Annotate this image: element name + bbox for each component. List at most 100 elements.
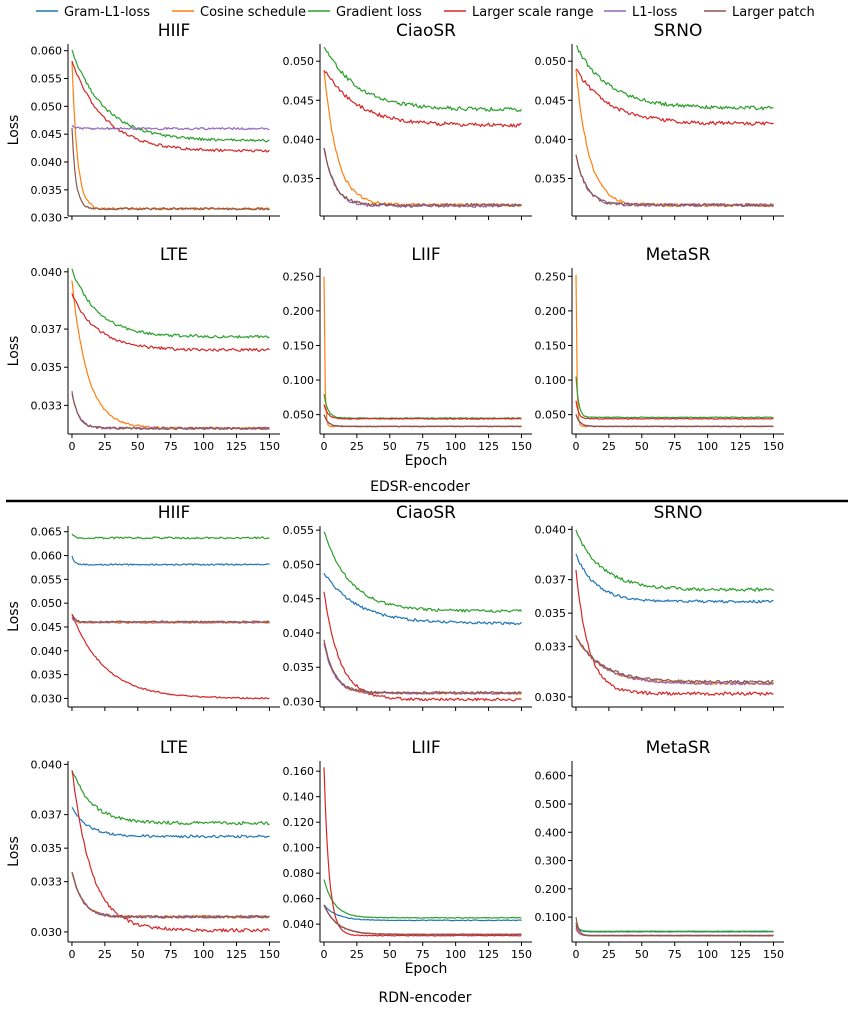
x-tick-label: 150 xyxy=(259,948,280,961)
series-line-larger-patch xyxy=(71,127,270,211)
series-line-cosine-schedule xyxy=(323,643,522,695)
x-tick-label: 25 xyxy=(602,440,616,453)
x-tick-label: 0 xyxy=(320,948,327,961)
series-line-gradient-loss xyxy=(71,533,270,540)
series-line-larger-patch xyxy=(323,639,522,695)
y-tick-label: 0.035 xyxy=(283,661,315,674)
series-line-cosine-schedule xyxy=(575,635,774,686)
panel-title: MetaSR xyxy=(646,738,711,758)
panel-rdn-metasr: MetaSR 0.100 0.200 0.300 0.400 0.500 0.600 0 25 5… xyxy=(535,738,784,961)
group-title-edsr: EDSR-encoder xyxy=(370,479,470,495)
panel-title: LTE xyxy=(160,738,188,758)
y-tick-label: 0.035 xyxy=(31,361,63,374)
panel-title: HIIF xyxy=(158,21,191,41)
panel-rdn-ciaosr: CiaoSR 0.030 0.035 0.040 0.045 0.050 0.055 xyxy=(283,503,532,711)
x-axis-label: Epoch xyxy=(405,961,448,977)
y-tick-label: 0.300 xyxy=(535,855,567,868)
y-tick-label: 0.033 xyxy=(535,641,567,654)
series-line-gradient-loss xyxy=(575,922,774,933)
series-line-l1-loss xyxy=(71,124,270,131)
panel-rdn-hiif: HIIF 0.030 0.035 0.040 0.045 0.050 0.055 0.060 0… xyxy=(6,503,280,711)
y-tick-label: 0.050 xyxy=(283,55,315,68)
x-tick-label: 50 xyxy=(383,948,397,961)
series-line-larger-patch xyxy=(575,917,774,937)
x-tick-label: 75 xyxy=(668,948,682,961)
series-line-larger-patch xyxy=(575,635,774,684)
y-tick-label: 0.600 xyxy=(535,770,567,783)
legend-label-larger-scale-range: Larger scale range xyxy=(472,5,593,20)
series-line-larger-scale-range xyxy=(323,591,522,702)
panels: HIIF0.0300.0350.0400.0450.0500.0550.060L… xyxy=(6,21,784,977)
y-tick-label: 0.045 xyxy=(535,94,567,107)
y-tick-label: 0.055 xyxy=(31,573,63,586)
x-tick-label: 100 xyxy=(193,440,214,453)
panel-edsr-srno: SRNO 0.035 0.040 0.045 0.050 xyxy=(535,21,784,220)
panel-edsr-ciaosr: CiaoSR 0.035 0.040 0.045 0.050 xyxy=(283,21,532,220)
series-line-gradient-loss xyxy=(323,393,522,420)
y-tick-label: 0.037 xyxy=(31,809,63,822)
y-tick-label: 0.160 xyxy=(283,765,315,778)
series-line-gradient-loss xyxy=(71,49,270,143)
x-tick-label: 75 xyxy=(164,948,178,961)
series-line-larger-patch xyxy=(323,147,522,208)
y-tick-label: 0.050 xyxy=(31,100,63,113)
x-tick-label: 125 xyxy=(226,440,247,453)
series-line-gradient-loss xyxy=(71,770,270,826)
y-tick-label: 0.200 xyxy=(283,305,315,318)
x-axis-label: Epoch xyxy=(405,453,448,469)
x-tick-label: 125 xyxy=(478,948,499,961)
y-tick-label: 0.060 xyxy=(31,550,63,563)
panel-title: SRNO xyxy=(654,503,703,523)
panel-title: HIIF xyxy=(158,503,191,523)
y-tick-label: 0.050 xyxy=(535,409,567,422)
x-tick-label: 150 xyxy=(763,440,784,453)
series-line-l1-loss xyxy=(71,390,270,430)
series-line-larger-patch xyxy=(71,613,270,624)
x-tick-label: 100 xyxy=(697,948,718,961)
series-line-gradient-loss xyxy=(323,879,522,919)
series-line-gradient-loss xyxy=(323,46,522,113)
x-tick-label: 25 xyxy=(98,948,112,961)
panel-rdn-liif: LIIF 0.040 0.060 0.080 0.100 0.120 0.140 0.160 0… xyxy=(283,738,532,977)
y-tick-label: 0.030 xyxy=(31,926,63,939)
x-tick-label: 0 xyxy=(68,440,75,453)
series-line-larger-patch xyxy=(323,904,522,936)
y-tick-label: 0.035 xyxy=(535,172,567,185)
y-tick-label: 0.030 xyxy=(535,691,567,704)
x-tick-label: 125 xyxy=(478,440,499,453)
series-line-larger-scale-range xyxy=(71,293,270,353)
legend-label-larger-patch: Larger patch xyxy=(732,5,815,20)
y-tick-label: 0.037 xyxy=(535,574,567,587)
x-tick-label: 0 xyxy=(572,948,579,961)
y-tick-label: 0.050 xyxy=(535,55,567,68)
x-tick-label: 150 xyxy=(511,440,532,453)
y-axis-label: Loss xyxy=(6,336,22,367)
y-tick-label: 0.045 xyxy=(283,593,315,606)
series-line-gradient-loss xyxy=(323,531,522,613)
series-line-larger-scale-range xyxy=(323,70,522,128)
series-line-cosine-schedule xyxy=(71,61,270,211)
x-tick-label: 150 xyxy=(511,948,532,961)
x-tick-label: 50 xyxy=(635,948,649,961)
x-tick-label: 150 xyxy=(259,440,280,453)
panel-title: SRNO xyxy=(654,21,703,41)
y-tick-label: 0.150 xyxy=(283,339,315,352)
y-tick-label: 0.050 xyxy=(31,597,63,610)
series-line-gram-l1-loss xyxy=(323,572,522,626)
y-tick-label: 0.045 xyxy=(283,94,315,107)
x-tick-label: 25 xyxy=(350,440,364,453)
series-line-gradient-loss xyxy=(575,45,774,111)
x-tick-label: 100 xyxy=(445,440,466,453)
panel-title: MetaSR xyxy=(646,245,711,265)
legend: Gram-L1-loss Cosine schedule Gradient loss… xyxy=(36,5,815,20)
panel-title: LTE xyxy=(160,245,188,265)
x-tick-label: 125 xyxy=(730,948,751,961)
y-tick-label: 0.065 xyxy=(31,526,63,539)
y-tick-label: 0.080 xyxy=(283,867,315,880)
y-tick-label: 0.500 xyxy=(535,798,567,811)
series-line-larger-scale-range xyxy=(71,770,270,933)
y-tick-label: 0.033 xyxy=(31,399,63,412)
y-tick-label: 0.035 xyxy=(31,842,63,855)
series-line-larger-scale-range xyxy=(71,613,270,700)
